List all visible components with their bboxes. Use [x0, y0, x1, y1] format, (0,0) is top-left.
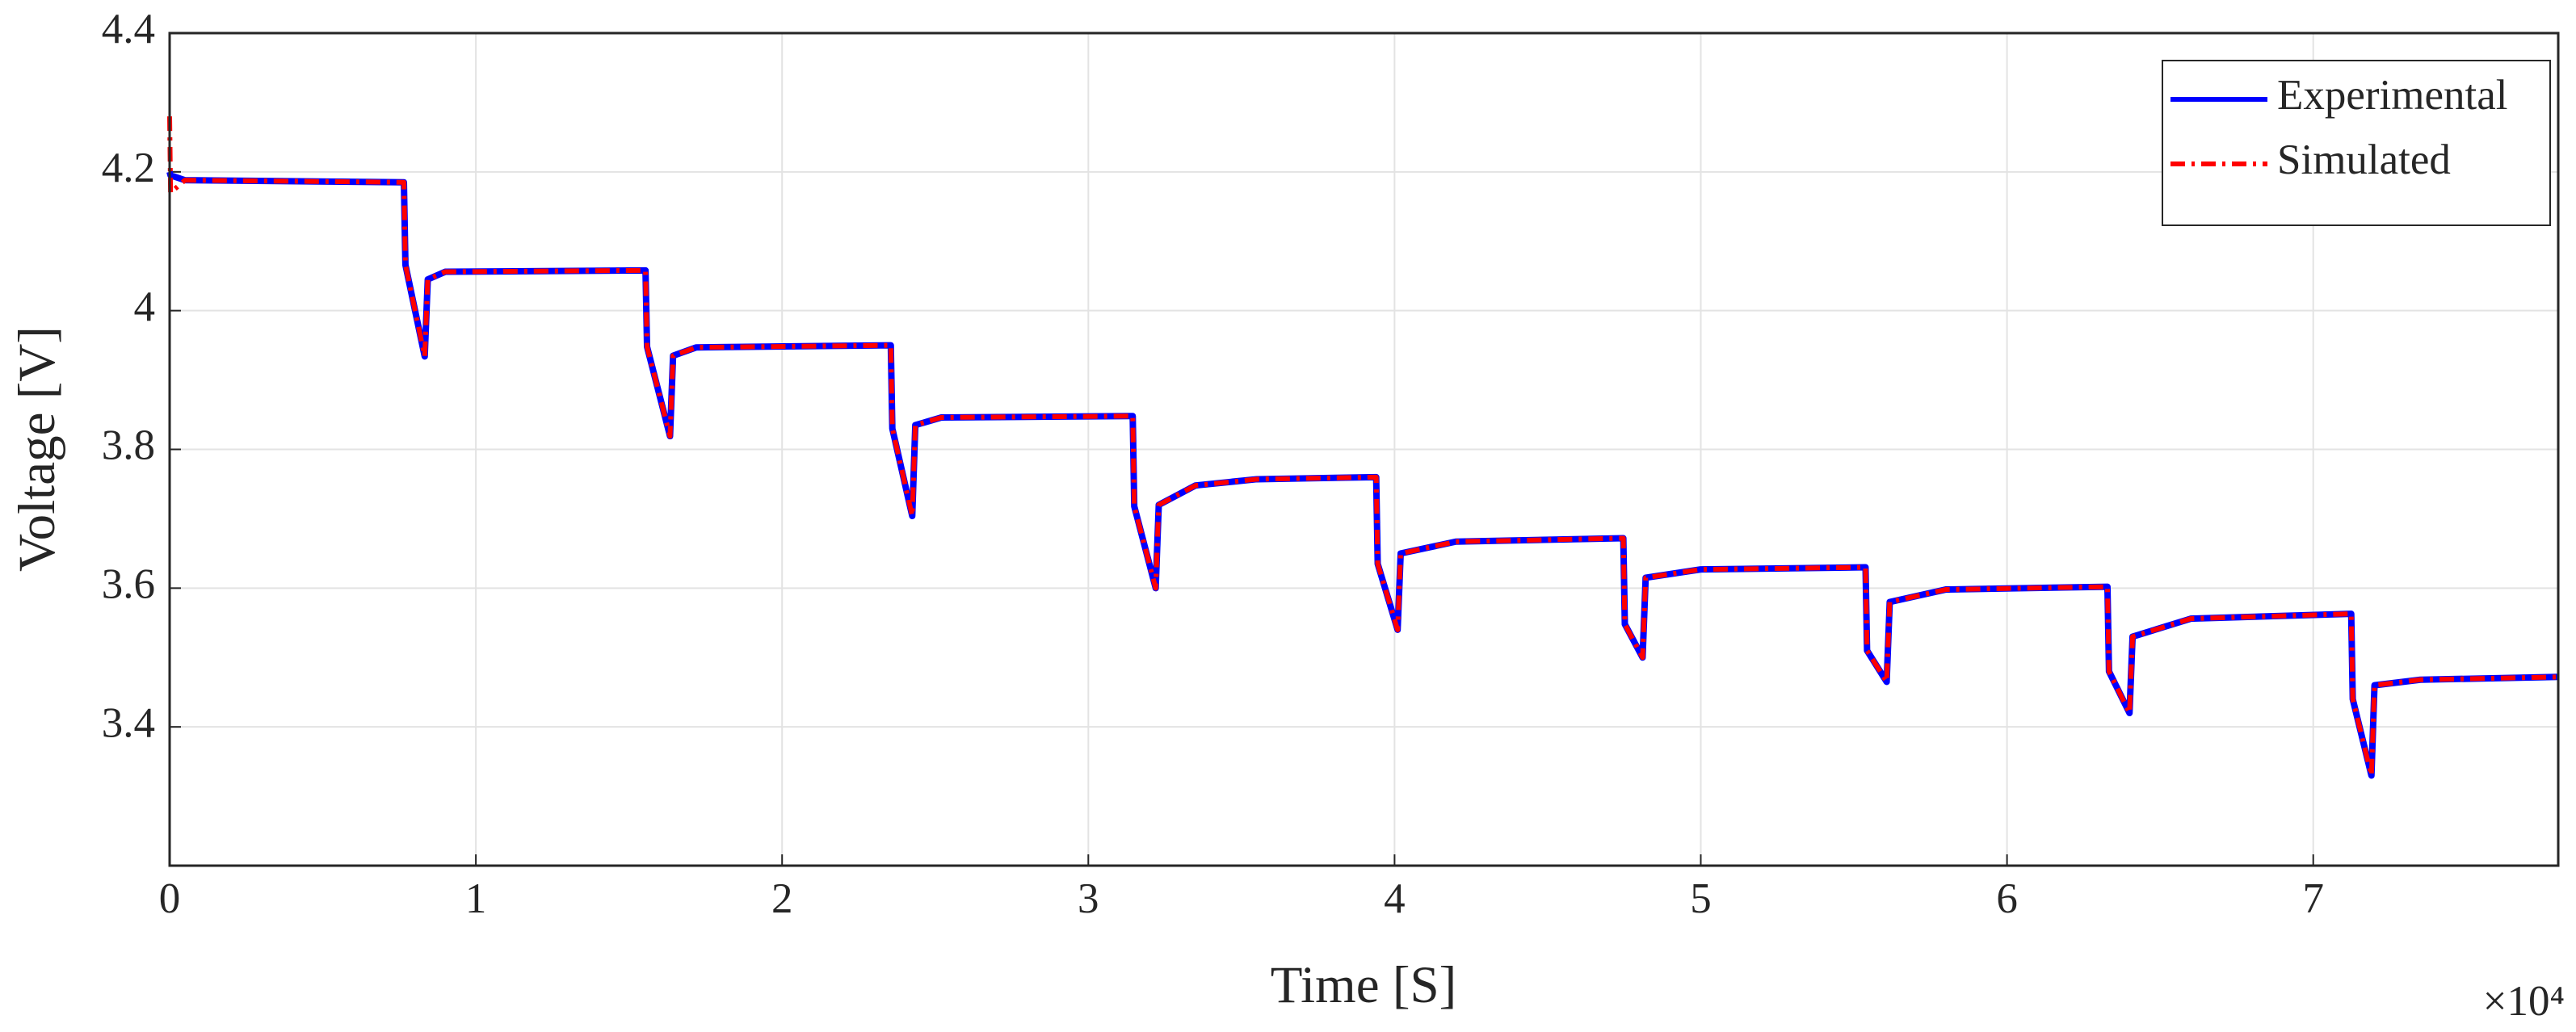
legend-label: Simulated	[2277, 136, 2451, 183]
x-tick-label: 4	[1384, 875, 1406, 922]
axes-box	[168, 31, 2560, 867]
y-axis-label: Voltage [V]	[8, 326, 66, 572]
x-tick-label: 1	[465, 875, 487, 922]
x-multiplier: ×10⁴	[2483, 978, 2565, 1025]
x-tick-label: 7	[2302, 875, 2324, 922]
y-tick-label: 4.4	[102, 6, 155, 52]
x-tick-label: 3	[1078, 875, 1099, 922]
y-tick-label: 3.6	[102, 560, 155, 607]
series-line	[167, 116, 2559, 778]
x-tick-label: 0	[159, 875, 181, 922]
y-tick-label: 3.4	[102, 699, 155, 746]
x-tick-label: 6	[1996, 875, 2018, 922]
legend: Experimental Simulated	[2162, 60, 2551, 226]
legend-box	[2162, 60, 2551, 226]
y-tick-label: 3.8	[102, 422, 155, 469]
x-tick-label: 5	[1690, 875, 1712, 922]
x-tick-label: 2	[771, 875, 793, 922]
x-axis-label: Time [S]	[1271, 956, 1457, 1014]
y-tick-label: 4.2	[102, 145, 155, 191]
legend-label: Experimental	[2277, 72, 2508, 119]
y-tick-label: 4	[134, 283, 156, 330]
